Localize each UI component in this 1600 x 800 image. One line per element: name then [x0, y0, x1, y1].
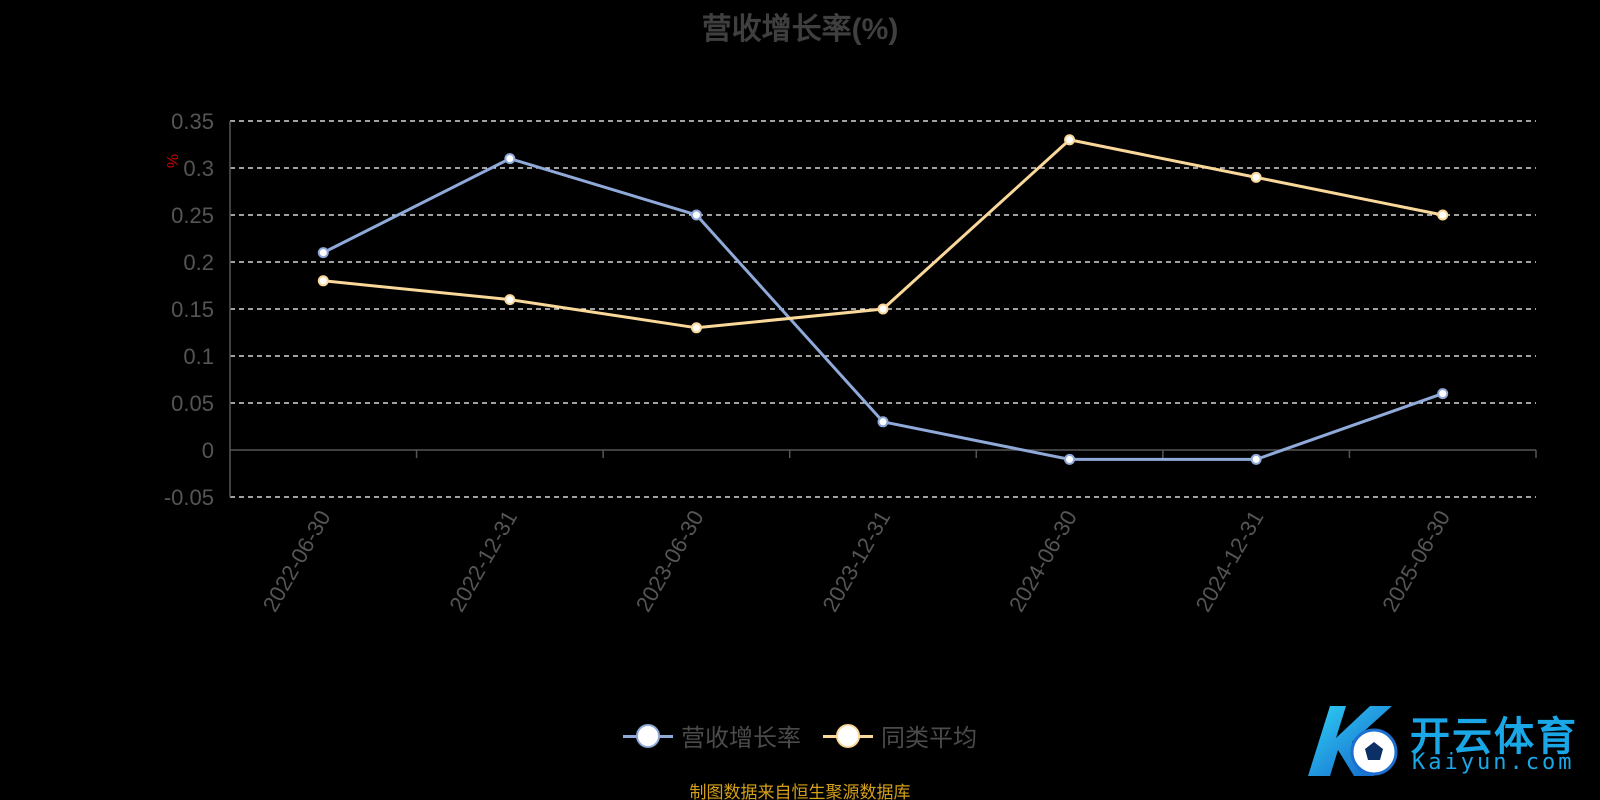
legend-label-series-1: 营收增长率: [681, 725, 801, 752]
legend-swatch-series-2: [823, 721, 873, 751]
legend-item-series-2[interactable]: 同类平均: [823, 718, 977, 753]
data-point-series-2: [1064, 134, 1076, 146]
y-tick-label: 0.15: [171, 297, 214, 322]
legend-swatch-series-1: [623, 721, 673, 751]
data-point-series-1: [690, 209, 702, 221]
chart-plot-area: 0.35 0.3 0.25 0.2 0.15 0.1 0.05 0 -0.05% 2022-06-…: [164, 109, 1537, 616]
chart-legend: 营收增长率 同类平均: [0, 718, 1600, 753]
data-point-series-2: [1437, 209, 1449, 221]
data-point-series-1: [504, 153, 516, 165]
legend-item-series-1[interactable]: 营收增长率: [623, 718, 801, 753]
watermark-brand: 开云体育: [1410, 715, 1578, 759]
y-tick-label: 0.2: [183, 250, 214, 275]
data-point-series-2: [317, 275, 329, 287]
x-tick-label: 2025-06-30: [1377, 506, 1455, 616]
data-point-series-2: [1250, 171, 1262, 183]
source-note: 制图数据来自恒生聚源数据库: [689, 783, 911, 800]
data-point-series-1: [1437, 388, 1449, 400]
x-tick-label: 2022-06-30: [258, 506, 336, 616]
x-tick-label: 2023-06-30: [631, 506, 709, 616]
legend-label-series-2: 同类平均: [881, 725, 977, 752]
k-soccer-ball-logo-icon: [1308, 706, 1398, 776]
x-tick-label: 2022-12-31: [444, 506, 522, 616]
data-point-series-2: [877, 303, 889, 315]
data-point-series-1: [1064, 453, 1076, 465]
x-tick-label: 2024-12-31: [1191, 506, 1269, 616]
watermark: 开云体育 Kaiyun.com: [1300, 698, 1590, 782]
y-axis-unit-label: %: [165, 154, 182, 168]
x-tick-label: 2024-06-30: [1004, 506, 1082, 616]
data-point-series-1: [877, 416, 889, 428]
y-tick-label: 0.05: [171, 391, 214, 416]
data-point-series-2: [504, 294, 516, 306]
data-point-series-2: [690, 322, 702, 334]
y-tick-label: 0: [202, 438, 214, 463]
y-tick-label: -0.05: [164, 485, 214, 510]
y-tick-label: 0.25: [171, 203, 214, 228]
y-tick-label: 0.35: [171, 109, 214, 134]
y-tick-label: 0.3: [183, 156, 214, 181]
data-point-series-1: [317, 247, 329, 259]
data-point-series-1: [1250, 453, 1262, 465]
y-tick-label: 0.1: [183, 344, 214, 369]
x-tick-label: 2023-12-31: [817, 506, 895, 616]
chart-title: 营收增长率(%): [701, 13, 899, 46]
watermark-domain: Kaiyun.com: [1412, 750, 1575, 775]
